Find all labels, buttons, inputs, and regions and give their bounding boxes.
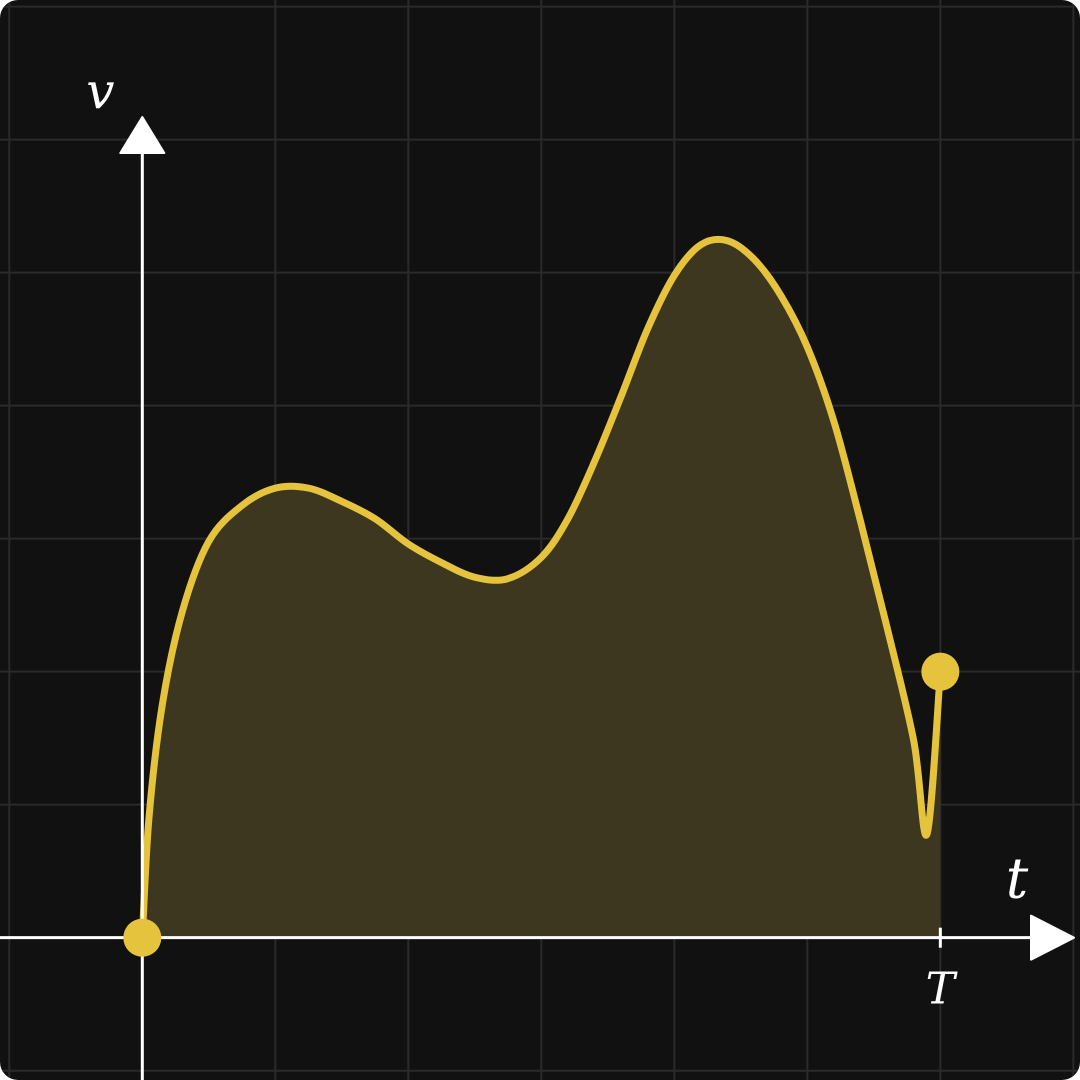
y-axis-label: v	[86, 62, 114, 120]
labels: v t T	[86, 62, 1029, 1015]
markers	[123, 652, 960, 957]
area-layer	[138, 235, 944, 942]
x-axis-arrow-icon	[1030, 914, 1075, 961]
start-point-marker	[123, 918, 162, 957]
area-fill	[142, 239, 941, 938]
end-point-marker	[921, 652, 960, 691]
series-line	[138, 235, 944, 942]
x-tick-label-T: T	[926, 964, 959, 1015]
y-axis-arrow-icon	[119, 116, 166, 154]
x-axis-label: t	[1006, 847, 1029, 912]
